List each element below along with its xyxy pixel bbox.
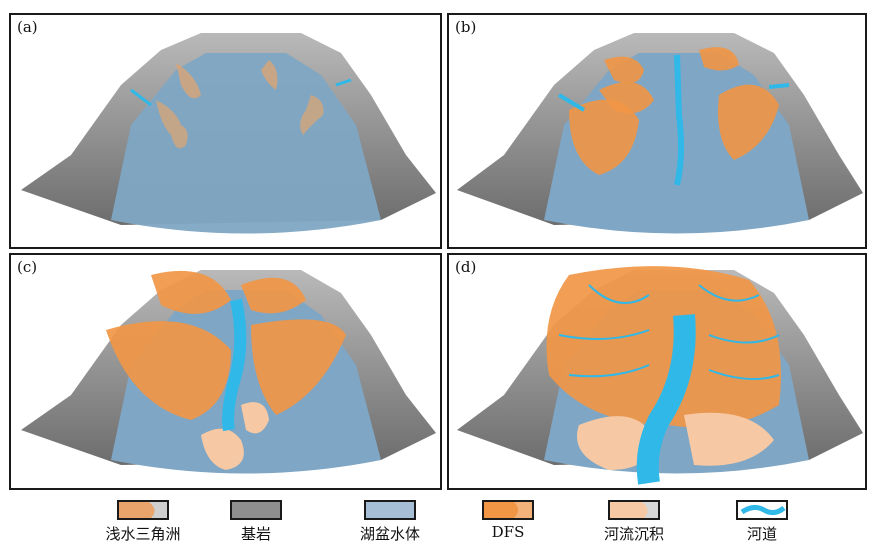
delta-lobe [156, 100, 188, 149]
dfs-fan [106, 321, 231, 420]
dfs-fan [151, 270, 231, 314]
bedrock-swatch [230, 500, 282, 520]
dfs-fan [251, 319, 346, 415]
channel [768, 83, 790, 89]
dfs-fan [569, 99, 639, 175]
delta-lobe [176, 63, 201, 99]
panel-label: (d) [455, 258, 477, 276]
channel [130, 88, 152, 107]
legend-label: DFS [491, 523, 525, 541]
legend-item-lake-water: 湖盆水体 [330, 494, 450, 544]
channel [636, 314, 696, 485]
fluvial-deposit [684, 412, 774, 466]
channel [674, 54, 685, 186]
legend-item-dfs: DFS [448, 494, 568, 541]
basin-diagram-d [457, 266, 863, 485]
fluvial-deposit [577, 416, 651, 470]
legend-label: 湖盆水体 [359, 525, 420, 543]
dfs-fan [546, 266, 781, 428]
panel-a: (a) [9, 13, 442, 249]
basin-diagram-b [457, 33, 863, 234]
channel [557, 93, 586, 112]
dfs-swatch [482, 500, 534, 520]
legend-label: 基岩 [240, 525, 271, 543]
distributary-channels [558, 284, 780, 380]
legend: 浅水三角洲 基岩 湖盆水体 DFS 河流沉积 河道 [0, 494, 872, 547]
legend-item-fluvial: 河流沉积 [574, 494, 694, 544]
panel-label: (b) [455, 18, 477, 36]
panel-label: (a) [17, 18, 38, 36]
legend-label: 河流沉积 [603, 525, 664, 543]
legend-label: 河道 [746, 525, 777, 543]
dfs-fan [241, 277, 306, 314]
panel-c: (c) [9, 253, 442, 490]
delta-lobe [261, 60, 278, 90]
fluvial-swatch [608, 500, 660, 520]
delta-lobe [300, 95, 324, 135]
panel-label: (c) [17, 258, 38, 276]
channel [335, 78, 352, 87]
fluvial-deposit [201, 428, 244, 470]
channel [222, 298, 247, 432]
basin-diagram-c [21, 270, 436, 474]
panel-b: (b) [447, 13, 867, 249]
shallow-delta-swatch [117, 500, 169, 520]
dfs-fan [699, 47, 739, 71]
legend-label: 浅水三角洲 [105, 525, 181, 543]
legend-item-shallow-delta: 浅水三角洲 [83, 494, 203, 544]
channel-swatch [736, 500, 788, 520]
legend-item-channel: 河道 [702, 494, 822, 544]
fluvial-deposit [241, 402, 269, 434]
dfs-fan [718, 84, 779, 160]
lake-water-swatch [364, 500, 416, 520]
panel-d: (d) [447, 253, 867, 490]
legend-item-bedrock: 基岩 [196, 494, 316, 544]
basin-diagram-a [21, 33, 436, 234]
dfs-fan [604, 56, 644, 84]
